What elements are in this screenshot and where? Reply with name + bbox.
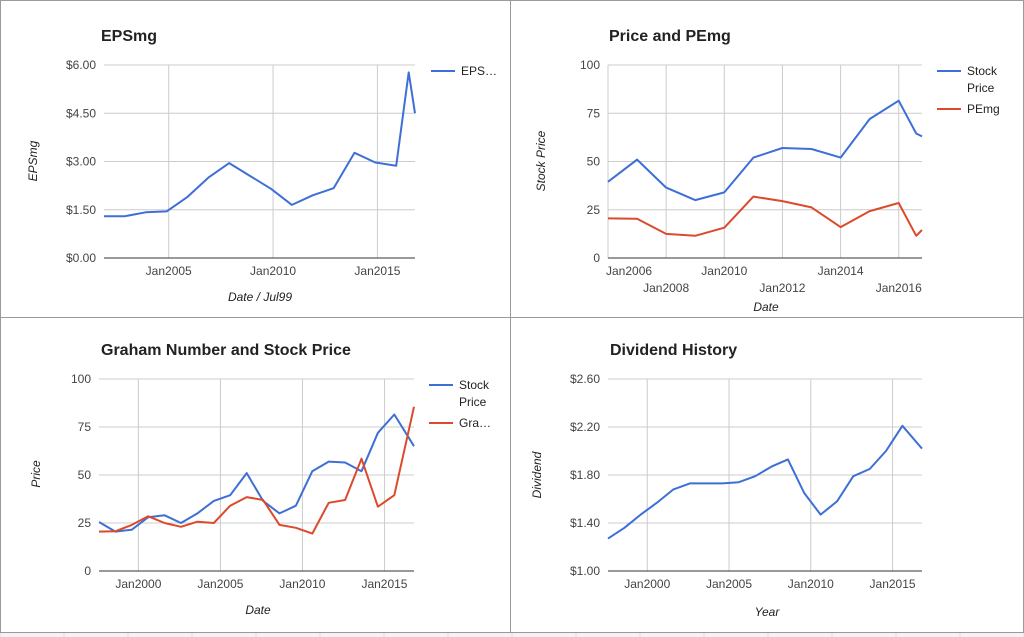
legend-label: Stock — [459, 378, 490, 392]
x-axis-label: Date — [753, 300, 779, 314]
y-axis-label: Stock Price — [534, 130, 548, 191]
x-tick-label: Jan2000 — [624, 577, 670, 591]
price-pemg-chart-svg: Price and PEmg 0 25 50 75 100 Jan2006 Jan2008 J… — [534, 28, 1000, 314]
y-tick-label: 50 — [78, 468, 92, 482]
eps-chart-svg: EPSmg $0.00 $1.50 $3.00 $4.50 $6.00 Jan2005 Ja… — [26, 28, 497, 304]
y-axis-label: Dividend — [530, 451, 544, 498]
x-tick-label: Jan2010 — [279, 577, 325, 591]
x-axis-label: Date — [245, 603, 271, 617]
y-tick-label: $2.20 — [570, 420, 600, 434]
dividend-history-chart-panel[interactable]: Dividend History $1.00 $1.40 $1.80 $2.20 $2.… — [510, 317, 1024, 633]
y-tick-label: 0 — [593, 251, 600, 265]
x-tick-label: Jan2015 — [354, 264, 400, 278]
x-tick-label: Jan2005 — [146, 264, 192, 278]
x-tick-label: Jan2008 — [643, 281, 689, 295]
x-tick-label: Jan2005 — [197, 577, 243, 591]
y-tick-label: $2.60 — [570, 372, 600, 386]
y-tick-label: $1.40 — [570, 516, 600, 530]
x-tick-label: Jan2005 — [706, 577, 752, 591]
x-tick-label: Jan2006 — [606, 264, 652, 278]
chart-title: Dividend History — [610, 342, 737, 359]
y-tick-label: 75 — [587, 106, 601, 120]
series-line — [607, 99, 923, 202]
chart-title: Price and PEmg — [609, 28, 731, 45]
eps-chart-panel[interactable]: EPSmg $0.00 $1.50 $3.00 $4.50 $6.00 Jan2005 Ja… — [0, 0, 511, 318]
x-tick-label: Jan2014 — [818, 264, 864, 278]
y-tick-label: 50 — [587, 155, 601, 169]
legend-label: Gra… — [459, 416, 491, 430]
x-tick-label: Jan2015 — [870, 577, 916, 591]
graham-number-chart-svg: Graham Number and Stock Price 0 25 50 75 100… — [29, 342, 491, 617]
series-line — [104, 71, 416, 218]
y-tick-label: 100 — [580, 58, 600, 72]
y-tick-label: $1.50 — [66, 203, 96, 217]
series-line — [607, 195, 923, 237]
x-tick-label: Jan2010 — [788, 577, 834, 591]
x-axis-label: Year — [755, 605, 781, 619]
x-tick-label: Jan2015 — [361, 577, 407, 591]
chart-title: Graham Number and Stock Price — [101, 342, 351, 359]
series-line — [607, 424, 923, 540]
y-tick-label: $4.50 — [66, 106, 96, 120]
legend-label: Stock — [967, 64, 998, 78]
y-tick-label: 100 — [71, 372, 91, 386]
y-tick-label: $1.00 — [570, 564, 600, 578]
y-axis-label: EPSmg — [26, 140, 40, 181]
x-tick-label: Jan2016 — [876, 281, 922, 295]
y-tick-label: $6.00 — [66, 58, 96, 72]
legend-label: EPS… — [461, 64, 497, 78]
y-tick-label: $3.00 — [66, 155, 96, 169]
x-tick-label: Jan2000 — [115, 577, 161, 591]
x-tick-label: Jan2010 — [701, 264, 747, 278]
y-axis-label: Price — [29, 460, 43, 488]
y-tick-label: 75 — [78, 420, 92, 434]
x-tick-label: Jan2010 — [250, 264, 296, 278]
x-tick-label: Jan2012 — [759, 281, 805, 295]
graham-number-chart-panel[interactable]: Graham Number and Stock Price 0 25 50 75 100… — [0, 317, 511, 633]
price-pemg-chart-panel[interactable]: Price and PEmg 0 25 50 75 100 Jan2006 Jan2008 J… — [510, 0, 1024, 318]
dividend-history-chart-svg: Dividend History $1.00 $1.40 $1.80 $2.20 $2.… — [530, 342, 923, 619]
x-axis-label: Date / Jul99 — [228, 290, 292, 304]
legend-label: Price — [459, 395, 487, 409]
y-tick-label: $0.00 — [66, 251, 96, 265]
y-tick-label: 25 — [587, 203, 601, 217]
chart-title: EPSmg — [101, 28, 157, 45]
y-tick-label: 0 — [84, 564, 91, 578]
legend-label: Price — [967, 81, 995, 95]
y-tick-label: 25 — [78, 516, 92, 530]
series-line — [98, 406, 415, 535]
legend-label: PEmg — [967, 102, 1000, 116]
y-tick-label: $1.80 — [570, 468, 600, 482]
